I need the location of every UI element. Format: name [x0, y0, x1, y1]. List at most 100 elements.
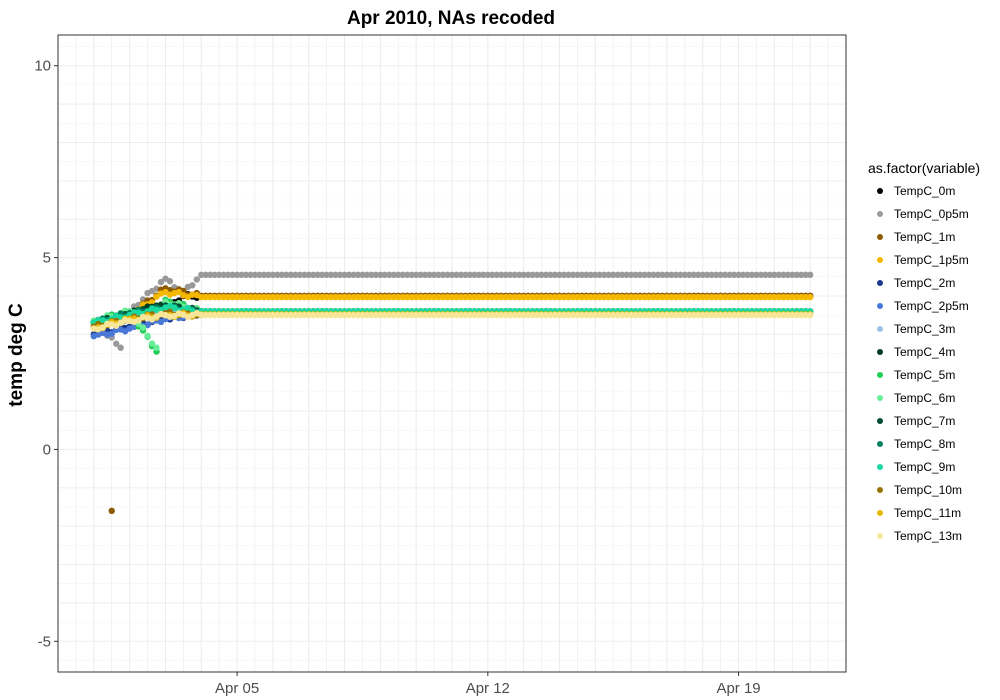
data-point: [565, 311, 572, 319]
data-point: [578, 293, 586, 301]
data-point: [421, 271, 429, 279]
data-point: [363, 311, 371, 319]
data-point: [453, 311, 460, 319]
data-point: [627, 311, 635, 319]
data-point: [489, 271, 496, 279]
legend-key: [877, 326, 883, 332]
data-point: [744, 311, 751, 319]
legend-label: TempC_9m: [894, 460, 955, 474]
data-point: [663, 311, 671, 319]
data-point: [238, 311, 245, 319]
data-point: [372, 311, 380, 319]
data-point: [748, 311, 756, 319]
data-point: [690, 293, 697, 301]
data-point: [439, 271, 447, 279]
data-point: [623, 311, 630, 319]
data-point: [739, 271, 747, 279]
data-point: [314, 293, 321, 301]
data-point: [533, 311, 541, 319]
data-point: [359, 271, 366, 279]
data-point: [404, 293, 411, 301]
data-point: [560, 293, 568, 301]
data-point: [408, 293, 415, 301]
data-point: [515, 293, 523, 301]
data-point: [730, 311, 738, 319]
data-point: [386, 271, 393, 279]
data-point: [251, 311, 259, 319]
data-point: [283, 293, 290, 301]
legend-key: [877, 234, 883, 240]
data-point: [771, 271, 778, 279]
data-point: [569, 293, 577, 301]
data-point: [650, 311, 657, 319]
data-point: [350, 293, 357, 301]
data-point: [265, 311, 272, 319]
data-point: [193, 291, 200, 299]
data-point: [726, 311, 733, 319]
data-point: [677, 293, 684, 301]
data-point: [704, 311, 711, 319]
y-axis-ticks: -5 0 5 10: [34, 58, 58, 650]
data-point: [592, 311, 599, 319]
data-point: [157, 278, 165, 286]
data-point: [247, 311, 254, 319]
data-point: [444, 311, 451, 319]
grid-lines: [57, 35, 847, 672]
legend-label: TempC_2p5m: [894, 299, 969, 313]
data-point: [762, 293, 769, 301]
data-point: [690, 271, 697, 279]
legend-label: TempC_8m: [894, 437, 955, 451]
data-point: [453, 293, 460, 301]
data-point: [202, 311, 209, 319]
data-point: [444, 271, 451, 279]
data-point: [654, 293, 662, 301]
data-point: [560, 271, 568, 279]
data-point: [153, 293, 160, 300]
data-point: [238, 293, 245, 301]
data-point: [229, 271, 236, 279]
legend-key: [877, 188, 883, 194]
data-point: [721, 293, 729, 301]
data-point: [113, 322, 120, 329]
x-tick-label: Apr 19: [716, 680, 760, 697]
chart-title: Apr 2010, NAs recoded: [347, 8, 555, 29]
data-point: [601, 311, 608, 319]
data-point: [283, 271, 290, 279]
data-point: [511, 311, 518, 319]
data-point: [744, 293, 751, 301]
data-point: [498, 271, 505, 279]
data-point: [641, 311, 648, 319]
data-point: [345, 293, 353, 301]
data-point: [247, 293, 254, 301]
data-point: [596, 311, 603, 319]
data-point: [645, 311, 653, 319]
data-point: [224, 311, 232, 319]
data-point: [336, 271, 344, 279]
data-point: [771, 293, 778, 301]
data-point: [596, 293, 603, 301]
data-point: [708, 311, 715, 319]
data-point: [717, 311, 724, 319]
data-point: [686, 311, 693, 319]
data-point: [533, 271, 541, 279]
legend-label: TempC_3m: [894, 322, 955, 336]
data-point: [663, 293, 671, 301]
data-point: [587, 311, 594, 319]
data-point: [368, 311, 375, 319]
data-point: [480, 271, 487, 279]
data-point: [157, 310, 165, 318]
data-point: [408, 311, 415, 319]
data-point: [551, 311, 559, 319]
legend-key: [877, 349, 883, 355]
data-point: [412, 271, 420, 279]
data-point: [368, 293, 375, 301]
data-point: [547, 293, 554, 301]
data-point: [735, 293, 742, 301]
data-point: [659, 293, 666, 301]
data-point: [202, 293, 209, 301]
data-point: [292, 271, 299, 279]
data-point: [448, 311, 456, 319]
data-point: [336, 293, 344, 301]
data-point: [395, 311, 402, 319]
data-point: [695, 271, 702, 279]
